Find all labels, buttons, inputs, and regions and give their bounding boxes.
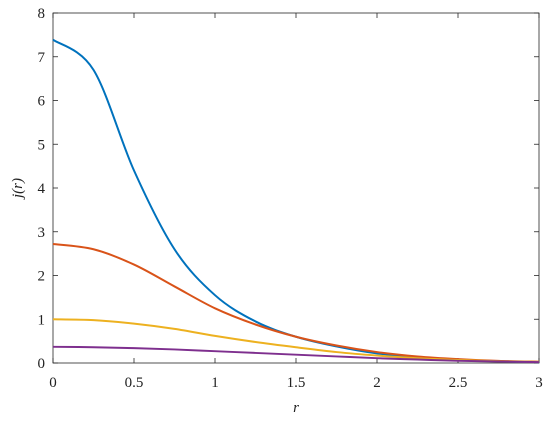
x-tick-label: 1 <box>211 375 219 391</box>
x-tick-label: 1.5 <box>287 375 306 391</box>
x-axis-label: r <box>293 400 299 416</box>
y-tick-label: 6 <box>38 94 46 110</box>
x-tick-label: 0 <box>49 375 57 391</box>
y-tick-label: 1 <box>38 312 46 328</box>
line-series <box>52 345 540 364</box>
y-tick-label: 2 <box>38 269 46 285</box>
y-tick-label: 3 <box>38 225 46 241</box>
x-tick-label: 2 <box>373 375 381 391</box>
y-tick-label: 0 <box>38 356 46 372</box>
y-axis-label: j(r) <box>10 178 26 200</box>
y-tick-label: 8 <box>38 6 46 22</box>
x-tick-label: 0.5 <box>125 375 144 391</box>
x-tick-label: 2.5 <box>449 375 468 391</box>
y-tick-label: 4 <box>38 181 46 197</box>
y-tick-label: 5 <box>38 137 46 153</box>
x-tick-label: 3 <box>535 375 543 391</box>
y-tick-label: 7 <box>38 50 46 66</box>
